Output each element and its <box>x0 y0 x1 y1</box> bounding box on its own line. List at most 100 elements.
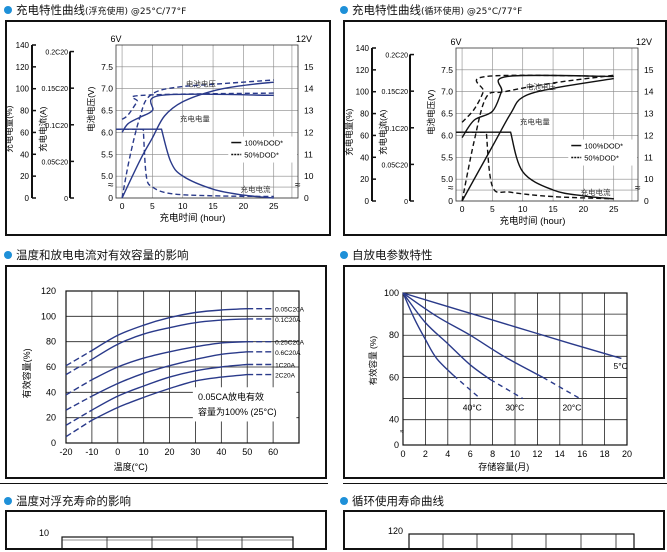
cycle-life-title: 循环使用寿命曲线 <box>340 493 444 509</box>
svg-text:6.0: 6.0 <box>441 130 453 140</box>
svg-text:15: 15 <box>208 201 218 211</box>
series-line <box>461 74 614 123</box>
capacity-axis: 0 20 40 60 80 100 120 140 充电电量(%) <box>344 44 376 206</box>
svg-text:40°C: 40°C <box>463 403 482 413</box>
series-label: 1C20A <box>275 362 296 369</box>
self-discharge-chart: ≈0 2 4 6 8 10 12 14 16 18 20 存储容量(月) 0 40 60 80 100 有效容量 … <box>343 265 665 479</box>
series-line <box>121 92 274 120</box>
y-tick-label: 10 <box>39 528 49 538</box>
cycle-charge-chart: ≈ ≈0 5 10 15 20 25 充电时间 (hour) 0 5.0 5.5 6.0 6.5 7.0 7… <box>343 20 667 236</box>
svg-text:0: 0 <box>108 193 113 203</box>
svg-text:2C20A: 2C20A <box>275 373 296 380</box>
title-subtitle: (浮充使用) @25°C/77°F <box>85 7 187 17</box>
grid <box>455 47 639 202</box>
svg-text:15: 15 <box>548 204 558 214</box>
svg-text:0: 0 <box>25 194 30 203</box>
svg-text:15: 15 <box>644 65 654 75</box>
legend: 100%DOD* 50%DOD* <box>228 136 297 163</box>
voltage-6v-axis: 0 5.0 5.5 6.0 6.5 7.0 7.5 6V 电池电压(V) <box>86 34 122 203</box>
svg-text:2: 2 <box>423 449 428 459</box>
svg-text:5: 5 <box>490 204 495 214</box>
svg-text:60: 60 <box>20 128 29 137</box>
svg-text:100: 100 <box>356 88 370 97</box>
cycle-charge-svg: ≈ ≈0 5 10 15 20 25 充电时间 (hour) 0 5.0 5.5 6.0 6.5 7.0 7… <box>344 37 654 227</box>
svg-text:0.05C20: 0.05C20 <box>42 159 69 166</box>
svg-text:充电电流(A): 充电电流(A) <box>38 106 48 152</box>
bullet-dot-icon <box>340 497 348 505</box>
svg-text:≈: ≈ <box>108 180 114 191</box>
svg-text:10: 10 <box>644 174 654 184</box>
axis-break-icon: ≈ <box>635 183 641 194</box>
data-series: 0.05C20A 0.1C20A 0.25C20A 0.6C20A 1C20A 2C20A <box>65 307 305 438</box>
y-axis: 0 20 40 60 80 100 120 有效容量(%) <box>21 286 56 448</box>
svg-text:10: 10 <box>304 171 314 181</box>
svg-text:0: 0 <box>644 196 649 206</box>
cycle-charge-title: 充电特性曲线(循环使用) @25°C/77°F <box>340 2 522 18</box>
data-series <box>116 79 274 199</box>
svg-text:充电电量: 充电电量 <box>520 117 550 127</box>
svg-text:电池电压(V): 电池电压(V) <box>86 86 96 132</box>
series-line: 0.1C20A <box>65 317 301 376</box>
svg-text:40: 40 <box>360 153 369 162</box>
svg-text:20: 20 <box>46 413 56 423</box>
svg-text:20: 20 <box>622 449 632 459</box>
svg-text:-10: -10 <box>85 447 98 457</box>
x-axis: 0 5 10 15 20 25 充电时间 (hour) <box>460 204 619 227</box>
svg-text:5: 5 <box>150 201 155 211</box>
svg-text:5.5: 5.5 <box>441 152 453 162</box>
svg-text:-20: -20 <box>59 447 72 457</box>
series-line <box>456 131 614 200</box>
svg-text:充电电量(%): 充电电量(%) <box>345 108 354 155</box>
svg-text:0.05C20: 0.05C20 <box>382 162 409 169</box>
svg-text:60: 60 <box>389 372 399 382</box>
row-divider <box>0 483 328 484</box>
svg-text:7.5: 7.5 <box>441 65 453 75</box>
grid <box>408 533 635 552</box>
x-axis: 0 5 10 15 20 25 充电时间 (hour) <box>120 201 279 224</box>
axis-break-icon: ≈ <box>108 180 114 191</box>
svg-text:有效容量(%): 有效容量(%) <box>21 348 32 398</box>
series-label: 0.6C20A <box>275 350 301 357</box>
svg-text:0.25C20A: 0.25C20A <box>275 340 305 347</box>
series-line <box>456 131 614 200</box>
series-label: 0.1C20A <box>275 317 301 324</box>
svg-text:40: 40 <box>20 150 29 159</box>
data-series <box>456 74 614 202</box>
y-axis: 0 40 60 80 100 有效容量 (%) <box>368 288 399 450</box>
svg-text:50: 50 <box>242 447 252 457</box>
svg-text:充电时间 (hour): 充电时间 (hour) <box>499 215 565 227</box>
svg-text:0: 0 <box>448 196 453 206</box>
svg-text:8: 8 <box>490 449 495 459</box>
svg-text:0: 0 <box>394 440 399 450</box>
svg-text:120: 120 <box>356 66 370 75</box>
self-discharge-svg: ≈0 2 4 6 8 10 12 14 16 18 20 存储容量(月) 0 40 60 80 100 有效容量 … <box>368 288 632 472</box>
svg-text:≈: ≈ <box>400 429 404 436</box>
svg-text:0: 0 <box>120 201 125 211</box>
capacity-axis: 0 20 40 60 80 100 120 140 充电电量(%) <box>4 41 36 203</box>
series-line: 30°C <box>402 292 524 413</box>
series-line <box>461 74 614 138</box>
svg-text:6V: 6V <box>110 34 121 44</box>
svg-text:0: 0 <box>365 197 370 206</box>
series-line: 1C20A <box>65 362 296 426</box>
float-charge-title: 充电特性曲线(浮充使用) @25°C/77°F <box>4 2 186 18</box>
svg-text:0: 0 <box>115 447 120 457</box>
svg-text:0.15C20: 0.15C20 <box>42 86 69 93</box>
svg-text:≈: ≈ <box>448 183 454 194</box>
svg-text:4: 4 <box>445 449 450 459</box>
svg-text:80: 80 <box>20 107 29 116</box>
svg-text:140: 140 <box>356 44 370 53</box>
svg-text:充电电量: 充电电量 <box>180 114 210 124</box>
svg-text:12: 12 <box>304 127 314 137</box>
voltage-12v-axis: 0 10 11 12 13 14 15 12V <box>636 37 654 206</box>
title-text: 温度和放电电流对有效容量的影响 <box>16 248 189 262</box>
current-axis: 0 0.05C20 0.1C20 0.15C20 0.2C20 充电电流(A) <box>38 50 74 203</box>
svg-text:16: 16 <box>577 449 587 459</box>
data-series: 5°C 20°C 30°C 40°C <box>402 292 628 413</box>
svg-text:14: 14 <box>304 84 314 94</box>
svg-text:14: 14 <box>555 449 565 459</box>
cycle-life-chart: 120 <box>343 510 665 552</box>
svg-text:容量为100% (25°C): 容量为100% (25°C) <box>198 406 277 417</box>
